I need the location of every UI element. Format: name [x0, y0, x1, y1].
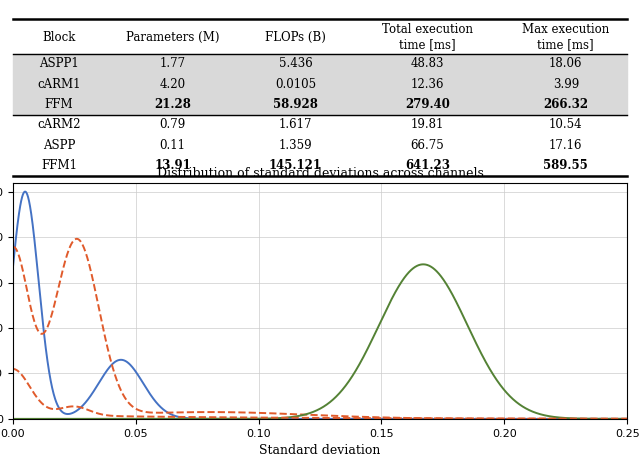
cARM2	[292, 415, 300, 421]
Text: ASPP1: ASPP1	[39, 57, 79, 70]
Text: 266.32: 266.32	[543, 98, 588, 111]
Text: cARM2: cARM2	[37, 119, 81, 131]
Line: cARM2: cARM2	[13, 369, 640, 419]
Text: 1.359: 1.359	[278, 139, 312, 152]
FFM	[292, 416, 300, 422]
Text: 3.99: 3.99	[552, 78, 579, 90]
Text: 13.91: 13.91	[154, 159, 191, 172]
cARM1	[419, 261, 427, 267]
Text: 66.75: 66.75	[411, 139, 444, 152]
Text: Total execution
time [ms]: Total execution time [ms]	[382, 23, 473, 51]
cARM2	[93, 410, 100, 416]
Bar	[13, 53, 627, 74]
Text: 145.121: 145.121	[269, 159, 322, 172]
Text: 17.16: 17.16	[549, 139, 582, 152]
Text: 0.11: 0.11	[159, 139, 186, 152]
FFM1	[292, 411, 300, 417]
FFM	[137, 377, 145, 382]
cARM1	[93, 416, 100, 422]
Text: 10.54: 10.54	[549, 119, 582, 131]
cARM2	[324, 415, 332, 421]
Text: Block: Block	[42, 31, 76, 44]
Text: FLOPs (B): FLOPs (B)	[265, 31, 326, 44]
Text: cARM1: cARM1	[37, 78, 81, 90]
Text: 48.83: 48.83	[411, 57, 444, 70]
Line: cARM1: cARM1	[13, 264, 640, 419]
Text: 1.77: 1.77	[159, 57, 186, 70]
FFM	[21, 189, 29, 195]
Text: 5.436: 5.436	[278, 57, 312, 70]
Line: FFM1: FFM1	[13, 239, 640, 419]
Text: FFM: FFM	[45, 98, 73, 111]
Text: 4.20: 4.20	[159, 78, 186, 90]
Title: Distribution of standard deviations across channels: Distribution of standard deviations acro…	[157, 167, 483, 180]
Bar	[13, 94, 627, 115]
Text: 18.06: 18.06	[549, 57, 582, 70]
Line: FFM: FFM	[13, 192, 640, 419]
Text: 0.0105: 0.0105	[275, 78, 316, 90]
cARM1	[137, 416, 145, 422]
Text: 589.55: 589.55	[543, 159, 588, 172]
FFM	[9, 266, 17, 271]
FFM1	[9, 244, 17, 250]
Text: 21.28: 21.28	[154, 98, 191, 111]
Text: 641.23: 641.23	[405, 159, 450, 172]
Text: 279.40: 279.40	[405, 98, 450, 111]
Bar	[13, 74, 627, 94]
Text: 0.79: 0.79	[159, 119, 186, 131]
cARM1	[324, 401, 332, 407]
cARM2	[137, 414, 145, 419]
Text: 1.617: 1.617	[278, 119, 312, 131]
Text: ASPP: ASPP	[43, 139, 75, 152]
FFM	[93, 383, 101, 388]
Text: Max execution
time [ms]: Max execution time [ms]	[522, 23, 609, 51]
FFM1	[93, 297, 101, 302]
FFM	[324, 416, 332, 422]
FFM1	[137, 408, 145, 414]
Text: Parameters (M): Parameters (M)	[126, 31, 220, 44]
cARM1	[292, 414, 300, 419]
cARM1	[9, 416, 17, 422]
X-axis label: Standard deviation: Standard deviation	[259, 444, 381, 457]
FFM1	[324, 413, 332, 418]
Text: 19.81: 19.81	[411, 119, 444, 131]
Text: 58.928: 58.928	[273, 98, 318, 111]
FFM1	[73, 236, 81, 242]
Text: 12.36: 12.36	[411, 78, 444, 90]
cARM2	[9, 366, 17, 372]
Text: FFM1: FFM1	[41, 159, 77, 172]
